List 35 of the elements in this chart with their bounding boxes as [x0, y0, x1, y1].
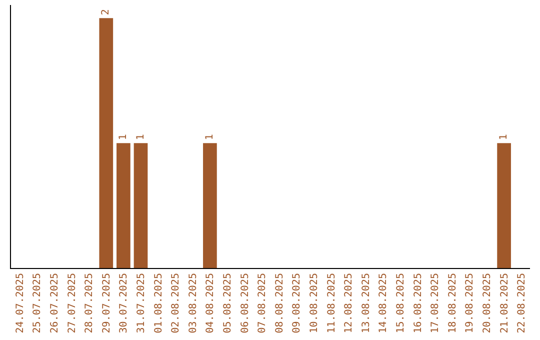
data-label: 1	[204, 134, 216, 140]
x-tick-label: 30.07.2025	[118, 273, 130, 334]
x-tick-label: 19.08.2025	[464, 273, 476, 334]
x-tick-label: 06.08.2025	[240, 273, 251, 334]
x-tick-label: 14.08.2025	[378, 273, 390, 334]
data-label: 2	[100, 9, 112, 16]
x-tick-label: 01.08.2025	[153, 273, 164, 334]
data-label: 1	[498, 134, 510, 140]
x-tick-label: 13.08.2025	[360, 273, 372, 334]
x-tick-label: 31.07.2025	[136, 273, 147, 334]
x-tick-label: 21.08.2025	[499, 273, 510, 334]
x-tick-label: 27.07.2025	[66, 273, 78, 334]
x-tick-label: 26.07.2025	[50, 273, 60, 334]
data-label: 1	[135, 134, 146, 140]
x-tick-label: 11.08.2025	[326, 273, 338, 334]
x-tick-label: 20.08.2025	[482, 273, 493, 334]
x-tick-label: 09.08.2025	[292, 273, 303, 334]
x-tick-label: 15.08.2025	[396, 273, 406, 334]
x-tick-label: 28.07.2025	[84, 273, 96, 334]
x-tick-label: 17.08.2025	[430, 273, 442, 334]
x-tick-label: 08.08.2025	[274, 273, 286, 334]
x-tick-label: 29.07.2025	[101, 273, 112, 334]
x-tick-label: 05.08.2025	[222, 273, 234, 334]
x-tick-label: 18.08.2025	[447, 273, 458, 334]
x-tick-label: 24.07.2025	[14, 273, 26, 334]
x-tick-label: 07.08.2025	[257, 273, 268, 334]
x-tick-label: 02.08.2025	[170, 273, 182, 334]
x-tick-label: 12.08.2025	[344, 273, 355, 334]
x-tick-label: 03.08.2025	[188, 273, 199, 334]
data-label: 1	[118, 134, 129, 140]
x-tick-label: 10.08.2025	[309, 273, 320, 334]
x-tick-label: 25.07.2025	[32, 273, 44, 334]
x-tick-label: 16.08.2025	[412, 273, 424, 334]
x-tick-label: 04.08.2025	[205, 273, 216, 334]
x-tick-label: 22.08.2025	[516, 273, 528, 334]
